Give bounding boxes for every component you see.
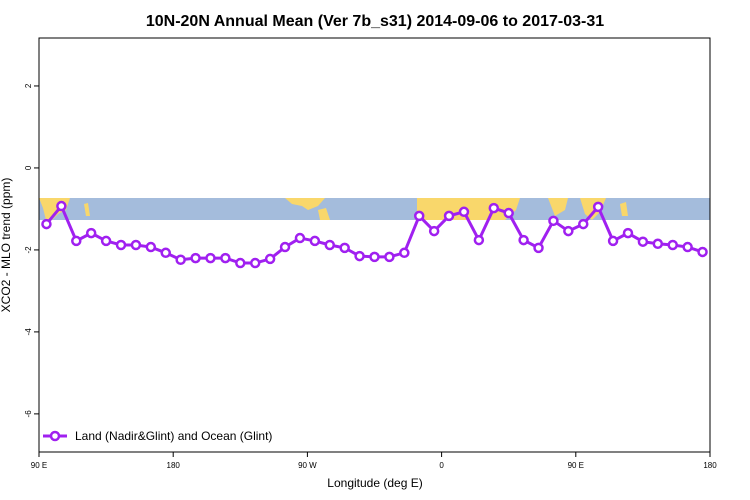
y-axis-label: XCO2 - MLO trend (ppm): [0, 178, 13, 313]
x-tick-label: 90 E: [568, 461, 584, 470]
point: [384, 251, 395, 263]
point: [458, 206, 470, 218]
point: [578, 218, 589, 230]
x-axis-label: Longitude (deg E): [327, 476, 422, 490]
x-tick-label: 180: [703, 461, 717, 470]
point: [309, 235, 321, 247]
x-tick-label: 0: [439, 461, 444, 470]
y-tick-label: -4: [24, 328, 33, 336]
point: [339, 242, 350, 254]
point: [324, 239, 336, 251]
point: [682, 241, 693, 253]
point: [652, 238, 664, 250]
point: [637, 236, 649, 247]
point: [473, 234, 485, 246]
point: [399, 247, 410, 259]
y-tick-label: 0: [24, 165, 33, 170]
point: [533, 242, 544, 254]
point: [548, 215, 559, 227]
y-tick-label: -2: [24, 246, 33, 254]
point: [443, 210, 455, 222]
point: [205, 252, 216, 264]
point: [369, 251, 380, 263]
map-band: [39, 198, 710, 220]
x-tick-label: 90 W: [298, 461, 317, 470]
point: [249, 257, 261, 269]
point: [85, 227, 97, 239]
point: [428, 225, 440, 237]
y-tick-label: -6: [24, 410, 33, 418]
plot-frame: [38, 37, 711, 453]
legend-label: Land (Nadir&Glint) and Ocean (Glint): [75, 429, 272, 443]
chart-title: 10N-20N Annual Mean (Ver 7b_s31) 2014-09…: [146, 13, 604, 30]
point: [56, 200, 67, 212]
point: [518, 234, 529, 246]
point: [592, 201, 604, 213]
point: [294, 232, 306, 244]
x-tick-label: 180: [167, 461, 181, 470]
point: [667, 239, 678, 251]
point: [354, 250, 365, 262]
point: [145, 241, 157, 253]
legend-marker: [49, 430, 61, 442]
point: [622, 227, 634, 239]
point: [100, 235, 112, 247]
y-tick-label: 2: [24, 83, 33, 88]
point: [115, 239, 127, 251]
point: [488, 202, 500, 214]
point: [71, 235, 82, 247]
point: [264, 253, 276, 265]
point: [235, 257, 246, 269]
point: [41, 218, 52, 230]
point: [413, 210, 425, 222]
point: [160, 247, 171, 259]
point: [190, 252, 201, 264]
point: [175, 254, 186, 266]
point: [503, 207, 514, 219]
x-tick-label: 90 E: [31, 461, 47, 470]
point: [279, 241, 291, 253]
point: [607, 235, 619, 247]
point: [697, 246, 708, 258]
point: [563, 225, 574, 237]
point: [220, 252, 231, 264]
point: [130, 239, 142, 251]
